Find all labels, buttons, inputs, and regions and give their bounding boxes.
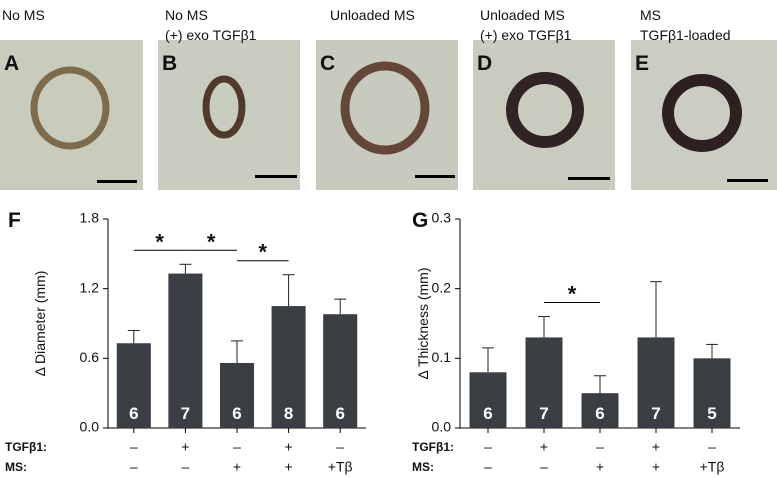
bar xyxy=(525,337,563,428)
photo xyxy=(158,40,300,190)
n-label: 6 xyxy=(483,404,492,423)
n-label: 7 xyxy=(539,404,548,423)
significance-label: * xyxy=(207,229,216,254)
n-label: 6 xyxy=(595,404,604,423)
bar xyxy=(469,372,507,428)
y-tick-label: 0.2 xyxy=(432,279,452,295)
y-tick-label: 1.8 xyxy=(80,210,100,226)
panel-letter: D xyxy=(477,52,492,75)
y-tick-label: 0.0 xyxy=(80,419,100,435)
scale-bar xyxy=(727,179,768,182)
row-label: TGFβ1: xyxy=(412,440,454,454)
row-value: – xyxy=(596,439,604,455)
bar xyxy=(116,343,151,428)
photo xyxy=(473,40,615,190)
n-label: 7 xyxy=(181,404,190,423)
row-label: MS: xyxy=(412,460,434,474)
row-value: + xyxy=(285,439,293,455)
row-value: – xyxy=(233,439,241,455)
bar xyxy=(693,358,731,428)
ring xyxy=(340,61,430,155)
row-label: TGFβ1: xyxy=(5,440,47,454)
photo-title: No MS xyxy=(2,7,45,23)
bar xyxy=(219,362,255,428)
photo-title: (+) exo TGFβ1 xyxy=(165,27,257,43)
ring xyxy=(506,72,584,148)
n-label: 7 xyxy=(651,404,660,423)
row-value: + xyxy=(652,439,660,455)
row-value: – xyxy=(484,459,492,475)
row-value: + xyxy=(181,439,189,455)
n-label: 5 xyxy=(707,404,716,423)
panel-letter: F xyxy=(8,209,21,232)
row-value: + xyxy=(652,459,660,475)
row-value: – xyxy=(708,439,716,455)
row-value: + xyxy=(233,459,241,475)
panel-letter: A xyxy=(4,52,19,75)
photo-title: MS xyxy=(640,7,661,23)
panel-letter: G xyxy=(412,209,428,232)
photo-title: Unloaded MS xyxy=(480,7,565,23)
significance-label: * xyxy=(259,240,268,265)
scale-bar xyxy=(255,175,297,178)
scale-bar xyxy=(97,180,137,183)
photo-title: Unloaded MS xyxy=(330,7,415,23)
n-label: 8 xyxy=(284,404,293,423)
significance-label: * xyxy=(155,229,164,254)
y-tick-label: 0.0 xyxy=(432,419,452,435)
row-label: MS: xyxy=(5,460,27,474)
bar xyxy=(581,393,619,428)
row-value: – xyxy=(182,459,190,475)
bar xyxy=(168,273,203,428)
row-value: – xyxy=(130,459,138,475)
y-axis-label: Δ Thickness (mm) xyxy=(415,267,431,379)
row-value: – xyxy=(336,439,344,455)
photo-title: (+) exo TGFβ1 xyxy=(480,27,572,43)
panel-letter: C xyxy=(320,52,335,75)
y-tick-label: 0.6 xyxy=(80,349,100,365)
y-axis-label: Δ Diameter (mm) xyxy=(32,271,48,377)
y-tick-label: 0.1 xyxy=(432,349,452,365)
panel-letter: B xyxy=(162,52,177,75)
row-value: – xyxy=(484,439,492,455)
panel-letter: E xyxy=(635,52,649,75)
row-value: + xyxy=(540,439,548,455)
photo-title: No MS xyxy=(165,7,208,23)
n-label: 6 xyxy=(232,404,241,423)
ring xyxy=(662,74,742,152)
ring xyxy=(202,75,246,139)
row-value: – xyxy=(540,459,548,475)
ring xyxy=(30,66,110,150)
scale-bar xyxy=(568,177,610,180)
row-value: +Tβ xyxy=(700,459,725,475)
bar xyxy=(637,337,675,428)
row-value: + xyxy=(596,459,604,475)
scale-bar xyxy=(415,175,455,178)
bar xyxy=(271,306,306,428)
photo-title: TGFβ1-loaded xyxy=(640,27,731,43)
significance-label: * xyxy=(568,282,577,307)
photo xyxy=(0,40,143,190)
row-value: + xyxy=(285,459,293,475)
row-value: – xyxy=(130,439,138,455)
n-label: 6 xyxy=(129,404,138,423)
photo xyxy=(631,40,777,190)
n-label: 6 xyxy=(335,404,344,423)
bar xyxy=(323,314,358,428)
y-tick-label: 1.2 xyxy=(80,279,100,295)
row-value: +Tβ xyxy=(328,459,353,475)
y-tick-label: 0.3 xyxy=(432,210,452,226)
photo-row xyxy=(0,40,777,190)
